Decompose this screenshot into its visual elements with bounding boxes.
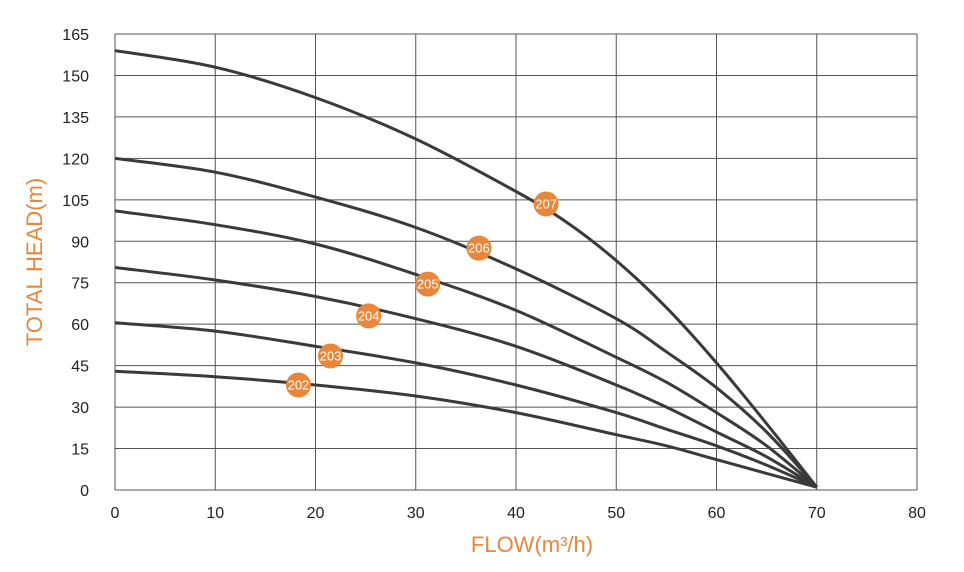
curves <box>114 49 818 489</box>
marker-label-205: 205 <box>417 277 439 292</box>
y-tick-label: 135 <box>62 110 89 127</box>
x-tick-label: 60 <box>708 505 726 522</box>
curve-205 <box>114 209 818 489</box>
x-tick-label: 30 <box>407 505 425 522</box>
markers: 207 206 205 204 203 202 <box>285 191 559 398</box>
curve-204 <box>114 266 818 489</box>
x-tick-label: 10 <box>206 505 224 522</box>
x-axis-title: FLOW(m³/h) <box>471 532 593 557</box>
marker-label-206: 206 <box>468 241 490 256</box>
y-tick-labels: 0 15 30 45 60 75 90 105 120 135 150 165 <box>62 27 89 500</box>
marker-207 <box>533 191 559 217</box>
marker-label-202: 202 <box>288 377 310 392</box>
marker-202 <box>285 372 311 398</box>
marker-label-204: 204 <box>358 308 380 323</box>
y-tick-label: 60 <box>71 317 89 334</box>
x-tick-label: 50 <box>607 505 625 522</box>
curve-202 <box>114 369 818 489</box>
y-tick-label: 150 <box>62 68 89 85</box>
marker-205 <box>415 271 441 297</box>
y-tick-label: 165 <box>62 27 89 44</box>
grid <box>114 33 918 491</box>
y-tick-label: 90 <box>71 234 89 251</box>
marker-label-207: 207 <box>535 196 557 211</box>
curve-206 <box>114 156 818 489</box>
x-tick-labels: 0 10 20 30 40 50 60 70 80 <box>111 505 926 522</box>
x-tick-label: 70 <box>808 505 826 522</box>
x-tick-label: 40 <box>507 505 525 522</box>
curve-203 <box>114 321 818 489</box>
curve-207 <box>114 49 818 489</box>
y-tick-label: 0 <box>80 483 89 500</box>
marker-203 <box>318 343 344 369</box>
x-tick-label: 0 <box>111 505 120 522</box>
y-tick-label: 75 <box>71 276 89 293</box>
marker-206 <box>466 235 492 261</box>
y-tick-label: 45 <box>71 359 89 376</box>
marker-204 <box>356 303 382 329</box>
x-tick-label: 80 <box>908 505 926 522</box>
y-tick-label: 15 <box>71 442 89 459</box>
y-tick-label: 105 <box>62 193 89 210</box>
y-tick-label: 120 <box>62 151 89 168</box>
marker-label-203: 203 <box>320 348 342 363</box>
x-tick-label: 20 <box>307 505 325 522</box>
y-tick-label: 30 <box>71 400 89 417</box>
y-axis-title: TOTAL HEAD(m) <box>22 178 47 346</box>
